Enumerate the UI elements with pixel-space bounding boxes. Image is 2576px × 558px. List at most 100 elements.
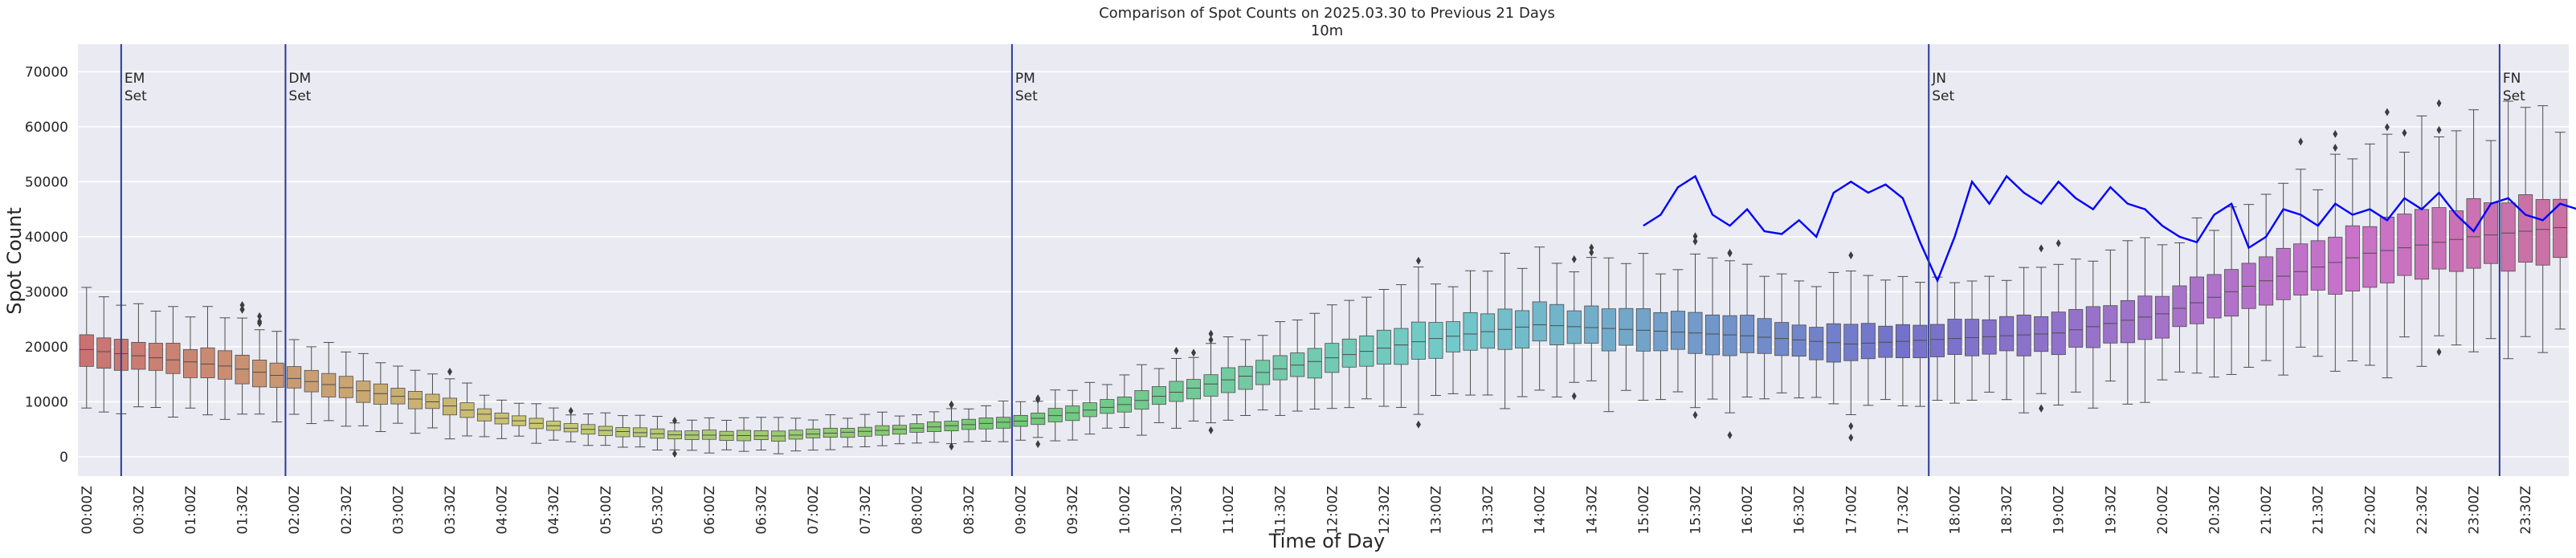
box: [2379, 108, 2394, 379]
box: [165, 306, 181, 418]
box-body: [1549, 303, 1565, 345]
box: [546, 407, 561, 441]
outlier-point: [1589, 248, 1594, 257]
box: [788, 417, 803, 452]
outlier-point: [1727, 431, 1733, 440]
box: [978, 405, 994, 442]
box-body: [857, 426, 872, 437]
box: [1619, 263, 1634, 391]
box-body: [1186, 379, 1202, 400]
box: [650, 416, 665, 451]
box-body: [1203, 374, 1219, 397]
x-tick-label: 05:00Z: [598, 486, 614, 535]
box: [1428, 283, 1443, 397]
day-series: [1643, 174, 2576, 283]
box-body: [1047, 408, 1063, 422]
box: [1151, 368, 1166, 423]
x-tick-label: 02:30Z: [339, 486, 355, 535]
box: [892, 415, 907, 445]
x-tick-label: 12:30Z: [1377, 486, 1393, 535]
box: [1117, 374, 1132, 429]
box: [2189, 217, 2205, 374]
box-body: [407, 391, 423, 409]
outlier-point: [2384, 123, 2390, 132]
box-body: [1290, 352, 1305, 377]
box: [1635, 253, 1651, 401]
box-body: [1031, 413, 1046, 426]
box-body: [1878, 325, 1893, 358]
box-body: [563, 423, 578, 433]
box-body: [1376, 329, 1391, 365]
box: [1757, 275, 1772, 400]
box-body: [2103, 305, 2118, 344]
y-tick-label: 50000: [25, 174, 68, 190]
box-body: [321, 373, 337, 397]
box: [373, 362, 388, 433]
box: [1688, 232, 1703, 419]
outlier-point: [672, 450, 677, 458]
outlier-point: [2384, 108, 2390, 116]
outlier-point: [1848, 422, 1854, 430]
x-tick-label: 15:00Z: [1636, 486, 1652, 535]
box: [1791, 280, 1806, 399]
box-body: [2085, 306, 2100, 348]
annotation-label: EM: [125, 71, 145, 87]
box-body: [1515, 310, 1530, 348]
outlier-point: [1589, 243, 1594, 252]
box-body: [1740, 315, 1755, 353]
box: [632, 414, 647, 448]
x-tick-label: 14:00Z: [1533, 486, 1549, 535]
box: [2397, 128, 2412, 338]
box-body: [1480, 313, 1496, 349]
box: [235, 301, 250, 415]
outlier-point: [1035, 395, 1041, 404]
y-axis-ticks: 0 10000 20000 30000 40000 50000 60000 70000: [25, 64, 68, 466]
outlier-point: [447, 367, 452, 376]
x-tick-label: 01:30Z: [235, 486, 251, 535]
box-body: [753, 430, 769, 441]
box: [1134, 364, 1149, 436]
box-body: [996, 417, 1011, 429]
box: [2449, 130, 2464, 346]
box: [304, 346, 319, 425]
box-body: [1341, 338, 1357, 368]
box-body: [1791, 324, 1806, 357]
box-body: [1169, 381, 1184, 402]
box-body: [702, 430, 717, 440]
box: [1238, 339, 1253, 417]
box-body: [1757, 318, 1772, 354]
x-tick-label: 19:30Z: [2103, 486, 2119, 535]
annotation-sublabel: Set: [125, 88, 147, 104]
box-body: [218, 350, 233, 380]
outlier-point: [257, 312, 263, 320]
x-tick-label: 17:30Z: [1896, 486, 1912, 535]
x-tick-label: 12:00Z: [1325, 486, 1341, 535]
box-body: [2414, 209, 2429, 280]
box: [944, 400, 959, 451]
box-body: [2397, 214, 2412, 276]
box-body: [1947, 319, 1962, 355]
box: [598, 412, 613, 446]
box: [1445, 286, 1461, 394]
box: [667, 416, 682, 458]
box-body: [1272, 355, 1288, 381]
box: [2207, 230, 2222, 378]
box: [2414, 115, 2429, 367]
box: [581, 413, 596, 446]
x-tick-label: 13:00Z: [1428, 486, 1444, 535]
box-body: [338, 376, 353, 398]
box-body: [2016, 314, 2031, 356]
outlier-point: [1035, 440, 1041, 449]
box-body: [1428, 322, 1443, 359]
box-body: [2154, 295, 2170, 339]
x-tick-label: 17:00Z: [1843, 486, 1860, 535]
box: [2120, 240, 2135, 405]
box-body: [2207, 274, 2222, 319]
box: [1463, 270, 1478, 396]
box-body: [2518, 194, 2533, 263]
box: [2172, 242, 2187, 373]
box: [1410, 256, 1426, 429]
box-body: [1134, 390, 1149, 410]
box-body: [1670, 311, 1685, 350]
